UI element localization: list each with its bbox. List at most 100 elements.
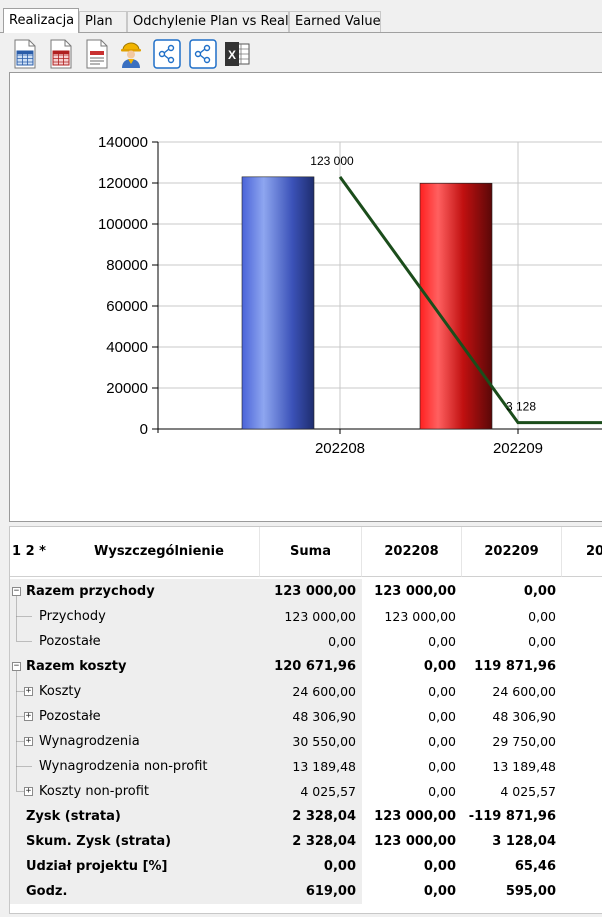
cell-202208[interactable]: 123 000,00 (374, 809, 456, 824)
grid-header-sum[interactable]: Suma (260, 527, 362, 577)
collapse-toggle[interactable]: − (12, 661, 21, 671)
row-label[interactable]: Pozostałe (39, 634, 101, 649)
svg-text:X: X (228, 48, 236, 62)
cell-202209[interactable]: 3 128,04 (492, 834, 556, 849)
chart-panel: 0 20000 40000 60000 80000 100000 120000 140000 2… (9, 72, 602, 522)
expand-toggle[interactable]: + (24, 736, 33, 746)
cell-202209[interactable]: 13 189,48 (492, 759, 556, 774)
cell-sum[interactable]: 123 000,00 (274, 584, 356, 599)
expand-toggle[interactable]: + (24, 711, 33, 721)
y-tick-label: 60000 (106, 298, 148, 315)
cell-202209[interactable]: 29 750,00 (492, 734, 556, 749)
cell-202208[interactable]: 0,00 (423, 859, 456, 874)
cell-sum[interactable]: 123 000,00 (284, 609, 356, 624)
y-tick-label: 40000 (106, 339, 148, 356)
cell-sum[interactable]: 120 671,96 (274, 659, 356, 674)
cell-202208[interactable]: 0,00 (428, 684, 456, 699)
cell-202209[interactable]: 119 871,96 (474, 659, 556, 674)
cell-202208[interactable]: 0,00 (428, 709, 456, 724)
cell-sum[interactable]: 0,00 (323, 859, 356, 874)
row-label[interactable]: Pozostałe (39, 709, 101, 724)
grid-header-desc[interactable]: 1 2 * Wyszczególnienie (10, 527, 260, 577)
cell-202209[interactable]: -119 871,96 (468, 809, 556, 824)
row-label[interactable]: Zysk (strata) (26, 809, 121, 824)
y-tick-label: 20000 (106, 380, 148, 397)
row-label[interactable]: Razem przychody (26, 584, 155, 599)
grid-label-area (10, 579, 362, 904)
cell-sum[interactable]: 48 306,90 (292, 709, 356, 724)
table-blue-icon[interactable] (10, 38, 40, 70)
cell-202209[interactable]: 65,46 (514, 859, 556, 874)
data-grid: 1 2 * Wyszczególnienie Suma 202208 202209 20 −… (9, 526, 602, 914)
data-label: 3 128 (506, 400, 536, 414)
grid-header-202208[interactable]: 202208 (362, 527, 462, 577)
cell-sum[interactable]: 13 189,48 (292, 759, 356, 774)
y-tick-label: 120000 (98, 175, 148, 192)
row-label[interactable]: Razem koszty (26, 659, 127, 674)
cell-202209[interactable]: 0,00 (528, 634, 556, 649)
row-label[interactable]: Skum. Zysk (strata) (26, 834, 172, 849)
cell-sum[interactable]: 0,00 (328, 634, 356, 649)
tab-strip: Realizacja Plan Odchylenie Plan vs Real.… (0, 8, 602, 33)
row-label[interactable]: Udział projektu [%] (26, 859, 168, 874)
header-col1-label: 202208 (384, 544, 439, 559)
row-label[interactable]: Koszty non-profit (39, 784, 150, 799)
header-desc-label: Wyszczególnienie (94, 544, 224, 559)
cell-sum[interactable]: 2 328,04 (292, 809, 356, 824)
level-selector[interactable]: 1 2 * (12, 544, 46, 559)
cell-202208[interactable]: 0,00 (428, 634, 456, 649)
cell-202209[interactable]: 4 025,57 (500, 784, 556, 799)
cell-202208[interactable]: 123 000,00 (374, 584, 456, 599)
grid-header-202209[interactable]: 202209 (462, 527, 562, 577)
row-label[interactable]: Przychody (39, 609, 106, 624)
table-red-icon[interactable] (46, 38, 76, 70)
row-label[interactable]: Wynagrodzenia non-profit (39, 759, 208, 774)
bar-line-chart: 0 20000 40000 60000 80000 100000 120000 140000 2… (98, 134, 602, 457)
cell-sum[interactable]: 30 550,00 (292, 734, 356, 749)
cell-sum[interactable]: 24 600,00 (292, 684, 356, 699)
cell-sum[interactable]: 2 328,04 (292, 834, 356, 849)
cell-202209[interactable]: 24 600,00 (492, 684, 556, 699)
grid-header-next[interactable]: 20 (562, 527, 602, 577)
excel-icon[interactable]: X (222, 38, 252, 70)
expand-toggle[interactable]: + (24, 786, 33, 796)
collapse-toggle[interactable]: − (12, 586, 21, 596)
tab-plan[interactable]: Plan (79, 11, 127, 32)
cell-sum[interactable]: 4 025,57 (300, 784, 356, 799)
bar[interactable] (419, 182, 493, 430)
y-tick-label: 100000 (98, 216, 148, 233)
tab-realizacja[interactable]: Realizacja (3, 8, 79, 33)
share-icon[interactable] (152, 38, 182, 70)
tab-earned-value[interactable]: Earned Value (289, 11, 381, 32)
cell-202208[interactable]: 0,00 (428, 759, 456, 774)
y-tick-label: 140000 (98, 134, 148, 151)
cell-202208[interactable]: 0,00 (428, 784, 456, 799)
y-tick-label: 80000 (106, 257, 148, 274)
tab-divider (0, 32, 602, 33)
row-label[interactable]: Koszty (39, 684, 82, 699)
cell-202208[interactable]: 0,00 (423, 884, 456, 899)
cell-202209[interactable]: 595,00 (505, 884, 556, 899)
x-tick-label: 202209 (493, 440, 543, 457)
bar[interactable] (241, 176, 315, 430)
toolbar: X (10, 38, 260, 70)
cell-202208[interactable]: 0,00 (423, 659, 456, 674)
expand-toggle[interactable]: + (24, 686, 33, 696)
share-alt-icon[interactable] (188, 38, 218, 70)
x-tick-label: 202208 (315, 440, 365, 457)
cell-sum[interactable]: 619,00 (305, 884, 356, 899)
row-label[interactable]: Wynagrodzenia (39, 734, 140, 749)
header-col2-label: 202209 (484, 544, 539, 559)
header-col3-label: 20 (586, 544, 602, 559)
row-label[interactable]: Godz. (26, 884, 68, 899)
tree-lines (16, 596, 32, 792)
cell-202208[interactable]: 123 000,00 (384, 609, 456, 624)
cell-202208[interactable]: 123 000,00 (374, 834, 456, 849)
worker-icon[interactable] (116, 38, 146, 70)
cell-202209[interactable]: 0,00 (528, 609, 556, 624)
tab-odchylenie[interactable]: Odchylenie Plan vs Real. (127, 11, 293, 32)
cell-202209[interactable]: 0,00 (523, 584, 556, 599)
cell-202208[interactable]: 0,00 (428, 734, 456, 749)
cell-202209[interactable]: 48 306,90 (492, 709, 556, 724)
report-icon[interactable] (82, 38, 112, 70)
